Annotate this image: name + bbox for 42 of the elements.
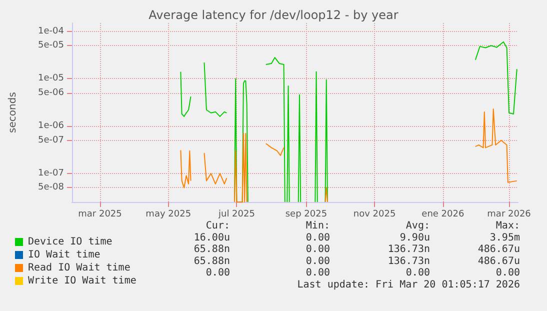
x-tick-label: mar 2025	[78, 210, 122, 220]
text: 486.67u	[478, 244, 520, 256]
text: 0.00	[306, 268, 330, 279]
x-tick-label: mar 2026	[487, 210, 532, 220]
text: 0.00	[306, 244, 330, 256]
chart-title: Average latency for /dev/loop12 - by year	[148, 8, 398, 22]
text: 486.67u	[478, 256, 520, 267]
y-axis-title: seconds	[8, 92, 18, 133]
x-tick-label: may 2025	[146, 210, 192, 220]
text: 65.88n	[194, 256, 230, 267]
text: 3.95m	[490, 232, 520, 244]
x-tick-label: jul 2025	[217, 210, 255, 220]
text: 0.00	[306, 256, 330, 267]
legend-label: Read IO Wait time	[28, 262, 130, 274]
text: 0.00	[406, 268, 430, 279]
text: Last update: Fri Mar 20 01:05:17 2026	[297, 280, 520, 290]
text: 0.00	[496, 268, 520, 279]
x-tick-label: ene 2026	[422, 210, 464, 220]
text: 136.73n	[388, 256, 430, 267]
text: 16.00u	[194, 232, 230, 244]
text: Max:	[496, 220, 520, 232]
text: Avg:	[406, 220, 430, 232]
y-tick-label: 1e-07	[38, 168, 64, 178]
y-tick-label: 5e-08	[38, 182, 64, 193]
text: 0.00	[306, 232, 330, 244]
y-tick-label: 5e-07	[38, 135, 64, 146]
y-tick-label: 1e-06	[38, 121, 64, 132]
text: 136.73n	[388, 244, 430, 256]
text: 0.00	[206, 268, 230, 279]
text: Cur:	[206, 220, 230, 232]
x-tick-label: nov 2025	[353, 210, 396, 220]
y-tick-label: 1e-04	[38, 26, 64, 36]
legend-label: Write IO Wait time	[28, 276, 136, 286]
y-tick-label: 1e-05	[38, 74, 64, 84]
x-tick-label: sep 2025	[285, 210, 328, 220]
legend-label: IO Wait time	[28, 250, 100, 260]
legend-label: Device IO time	[28, 236, 112, 248]
text: 65.88n	[194, 244, 230, 256]
text: Min:	[306, 220, 330, 232]
y-tick-label: 5e-05	[38, 40, 64, 51]
text: 9.90u	[400, 232, 430, 244]
y-tick-label: 5e-06	[38, 88, 64, 98]
